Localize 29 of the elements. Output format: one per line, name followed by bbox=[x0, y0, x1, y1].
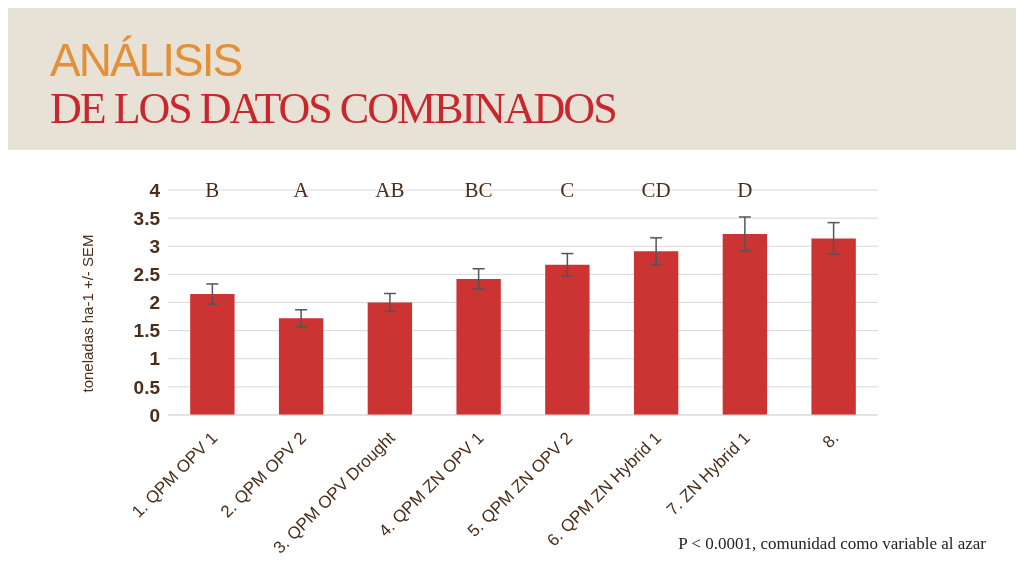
bar bbox=[278, 318, 324, 415]
y-tick-label: 3.5 bbox=[133, 207, 161, 229]
annotation: A bbox=[293, 178, 310, 203]
bar bbox=[190, 294, 235, 415]
chart-subtitle: DE LOS DATOS COMBINADOS bbox=[50, 84, 617, 134]
bar bbox=[367, 302, 413, 415]
bar bbox=[722, 233, 768, 415]
bar bbox=[456, 278, 501, 415]
y-axis-title: toneladas ha-1 +/- SEM bbox=[79, 234, 97, 393]
y-tick-label: 2.5 bbox=[133, 264, 161, 286]
annotation: CD bbox=[641, 178, 671, 203]
y-tick-label: 3 bbox=[149, 235, 160, 257]
y-tick-label: 0.5 bbox=[133, 376, 161, 398]
annotation: AB bbox=[375, 178, 405, 203]
y-tick-label: 0 bbox=[149, 404, 160, 426]
annotation: C bbox=[560, 178, 575, 203]
y-tick-label: 1.5 bbox=[133, 320, 161, 342]
annotation: D bbox=[737, 178, 753, 203]
chart-title: ANÁLISIS bbox=[50, 34, 243, 86]
annotation: BC bbox=[464, 178, 493, 203]
y-tick-label: 1 bbox=[149, 348, 161, 370]
bar bbox=[545, 264, 590, 415]
text: P < 0.0001, comunidad como variable al azar bbox=[678, 534, 986, 554]
x-tick-label: 8. bbox=[818, 428, 843, 452]
y-tick-label: 2 bbox=[149, 292, 160, 314]
bar bbox=[811, 238, 856, 415]
annotation: B bbox=[205, 178, 220, 203]
bar bbox=[633, 251, 679, 415]
y-tick-label: 4 bbox=[149, 179, 161, 201]
